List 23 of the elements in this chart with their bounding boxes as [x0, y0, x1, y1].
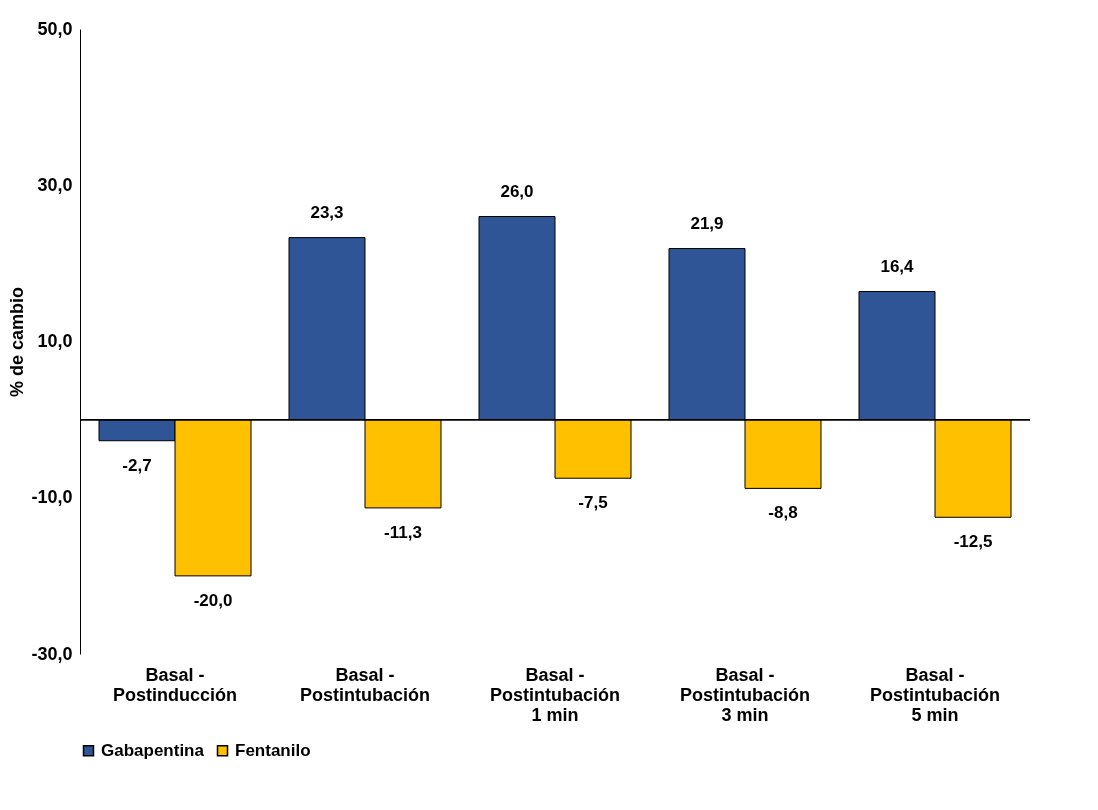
data-label: -7,5	[578, 493, 608, 513]
x-tick-label: Basal - Postintubación	[300, 664, 430, 705]
data-label: 23,3	[310, 202, 344, 222]
y-tick-label: 10,0	[37, 331, 73, 351]
data-label: -11,3	[384, 522, 422, 542]
y-axis-title: % de cambio	[7, 286, 28, 398]
y-tick-label: 30,0	[37, 174, 73, 195]
x-tick-label: Basal - Postintubación 5 min	[870, 664, 1000, 725]
y-tick-label: -30,0	[31, 643, 73, 664]
data-label: 21,9	[690, 213, 724, 233]
data-label: -2,7	[122, 455, 152, 475]
data-label: 26,0	[500, 181, 534, 201]
x-tick-label: Basal - Postinducción	[112, 664, 238, 705]
data-label: -8,8	[768, 503, 798, 523]
data-label: -20,0	[193, 590, 233, 610]
data-label: 16,4	[880, 256, 915, 276]
legend-label: Fentanilo	[235, 740, 311, 760]
data-label: -12,5	[953, 532, 993, 552]
y-tick-label: -10,0	[31, 487, 73, 508]
x-tick-label: Basal - Postintubación 3 min	[680, 664, 810, 725]
legend-label: Gabapentina	[101, 740, 205, 760]
x-tick-label: Basal - Postintubación 1 min	[490, 664, 620, 725]
y-tick-label: 50,0	[37, 18, 73, 39]
